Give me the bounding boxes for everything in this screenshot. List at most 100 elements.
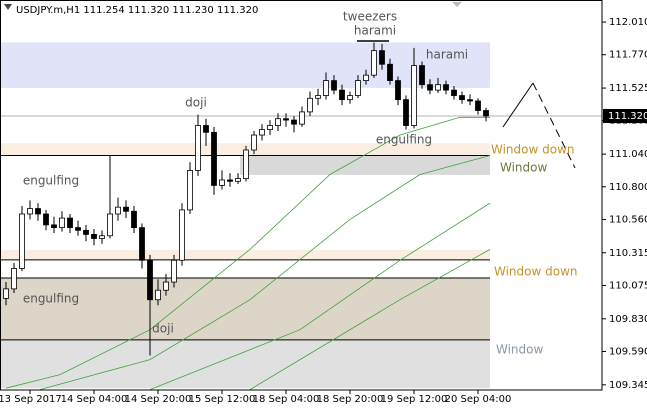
candle-body <box>251 134 257 151</box>
candle-body <box>163 281 169 291</box>
candle-body <box>355 80 361 96</box>
candle-body <box>435 84 441 91</box>
annotation: Window <box>500 161 548 175</box>
candle-body <box>483 110 489 117</box>
candle-body <box>451 89 457 96</box>
y-tick-label: 111.040 <box>609 149 647 160</box>
y-tick-label: 111.525 <box>609 83 647 94</box>
candle-body <box>315 95 321 99</box>
candle-body <box>91 234 97 239</box>
x-tick-label: 13 Sep 2017 <box>0 394 62 405</box>
candle-body <box>179 209 185 261</box>
candle-body <box>443 84 449 91</box>
moving-average <box>249 249 491 390</box>
y-tick-label: 112.010 <box>609 17 647 28</box>
x-tick-label: 19 Sep 12:00 <box>381 394 448 405</box>
candle-body <box>59 217 65 229</box>
candle-body <box>243 149 249 179</box>
candle-body <box>139 227 145 261</box>
candle-body <box>371 50 377 76</box>
moving-average <box>5 116 490 389</box>
candle-body <box>299 111 305 125</box>
shift-marker <box>452 2 462 7</box>
candle-body <box>395 80 401 101</box>
candle-body <box>131 210 137 229</box>
x-tick-label: 14 Sep 04:00 <box>61 394 128 405</box>
y-tick-label: 110.315 <box>609 248 647 259</box>
candle-body <box>475 100 481 111</box>
last-price-box <box>603 108 647 123</box>
annotation: engulfing <box>376 133 432 147</box>
candle-body <box>195 125 201 171</box>
candle-body <box>347 95 353 101</box>
candle-body <box>35 208 41 215</box>
candle-body <box>107 213 113 237</box>
candle-body <box>267 125 273 130</box>
annotation: engulfing <box>23 174 79 188</box>
annotation: engulfing <box>23 292 79 306</box>
annotation: Window <box>496 343 544 357</box>
last-price-label: 111.320 <box>608 111 647 122</box>
zone <box>0 249 490 260</box>
zone <box>0 277 490 340</box>
zone <box>0 42 490 88</box>
candle-body <box>219 179 225 186</box>
candle-body <box>459 95 465 101</box>
candle-body <box>323 80 329 96</box>
zone <box>0 143 490 156</box>
plot-frame <box>0 0 603 391</box>
y-tick-label: 109.830 <box>609 314 647 325</box>
candle-body <box>387 63 393 81</box>
annotation: harami <box>426 48 468 62</box>
x-tick-label: 15 Sep 12:00 <box>189 394 256 405</box>
plot-area <box>0 42 602 390</box>
y-tick-label: 109.590 <box>609 346 647 357</box>
candle-body <box>27 208 33 215</box>
candle-body <box>123 206 129 212</box>
y-tick-label: 110.075 <box>609 280 647 291</box>
zone <box>240 155 490 175</box>
y-tick-label: 110.800 <box>609 182 647 193</box>
annotation: doji <box>185 96 207 110</box>
annotation: Window down <box>491 143 575 157</box>
candle-body <box>115 206 121 215</box>
candle-body <box>187 170 193 211</box>
annotation: tweezers <box>343 10 397 24</box>
x-tick-label: 18 Sep 04:00 <box>253 394 320 405</box>
x-tick-label: 14 Sep 20:00 <box>125 394 192 405</box>
candle-body <box>227 179 233 182</box>
menu-icon[interactable] <box>4 4 12 10</box>
y-tick-label: 109.345 <box>609 380 647 391</box>
candle-body <box>467 99 473 102</box>
annotation: Window down <box>494 265 578 279</box>
candle-body <box>83 229 89 235</box>
annotation: harami <box>354 24 396 38</box>
candle-body <box>19 213 25 269</box>
candle-body <box>427 84 433 91</box>
candle-body <box>283 118 289 121</box>
moving-average <box>149 202 491 390</box>
candle-body <box>235 178 241 182</box>
zone <box>0 339 490 389</box>
candle-body <box>307 97 313 113</box>
candle-body <box>211 131 217 186</box>
candle-body <box>3 288 9 299</box>
candle-body <box>99 235 105 239</box>
candle-body <box>203 125 209 133</box>
y-tick-label: 111.770 <box>609 50 647 61</box>
candle-body <box>67 217 73 229</box>
moving-average <box>39 155 491 390</box>
x-tick-label: 18 Sep 20:00 <box>317 394 384 405</box>
forecast-dashed <box>532 82 576 169</box>
candle-body <box>147 259 153 301</box>
candle-body <box>379 50 385 65</box>
candle-body <box>339 89 345 101</box>
candle-body <box>403 99 409 126</box>
forecast-line <box>502 82 534 128</box>
candle-body <box>11 268 17 290</box>
y-tick-label: 110.560 <box>609 214 647 225</box>
candle-body <box>363 74 369 81</box>
candle-body <box>291 119 297 125</box>
candle-body <box>155 289 161 301</box>
